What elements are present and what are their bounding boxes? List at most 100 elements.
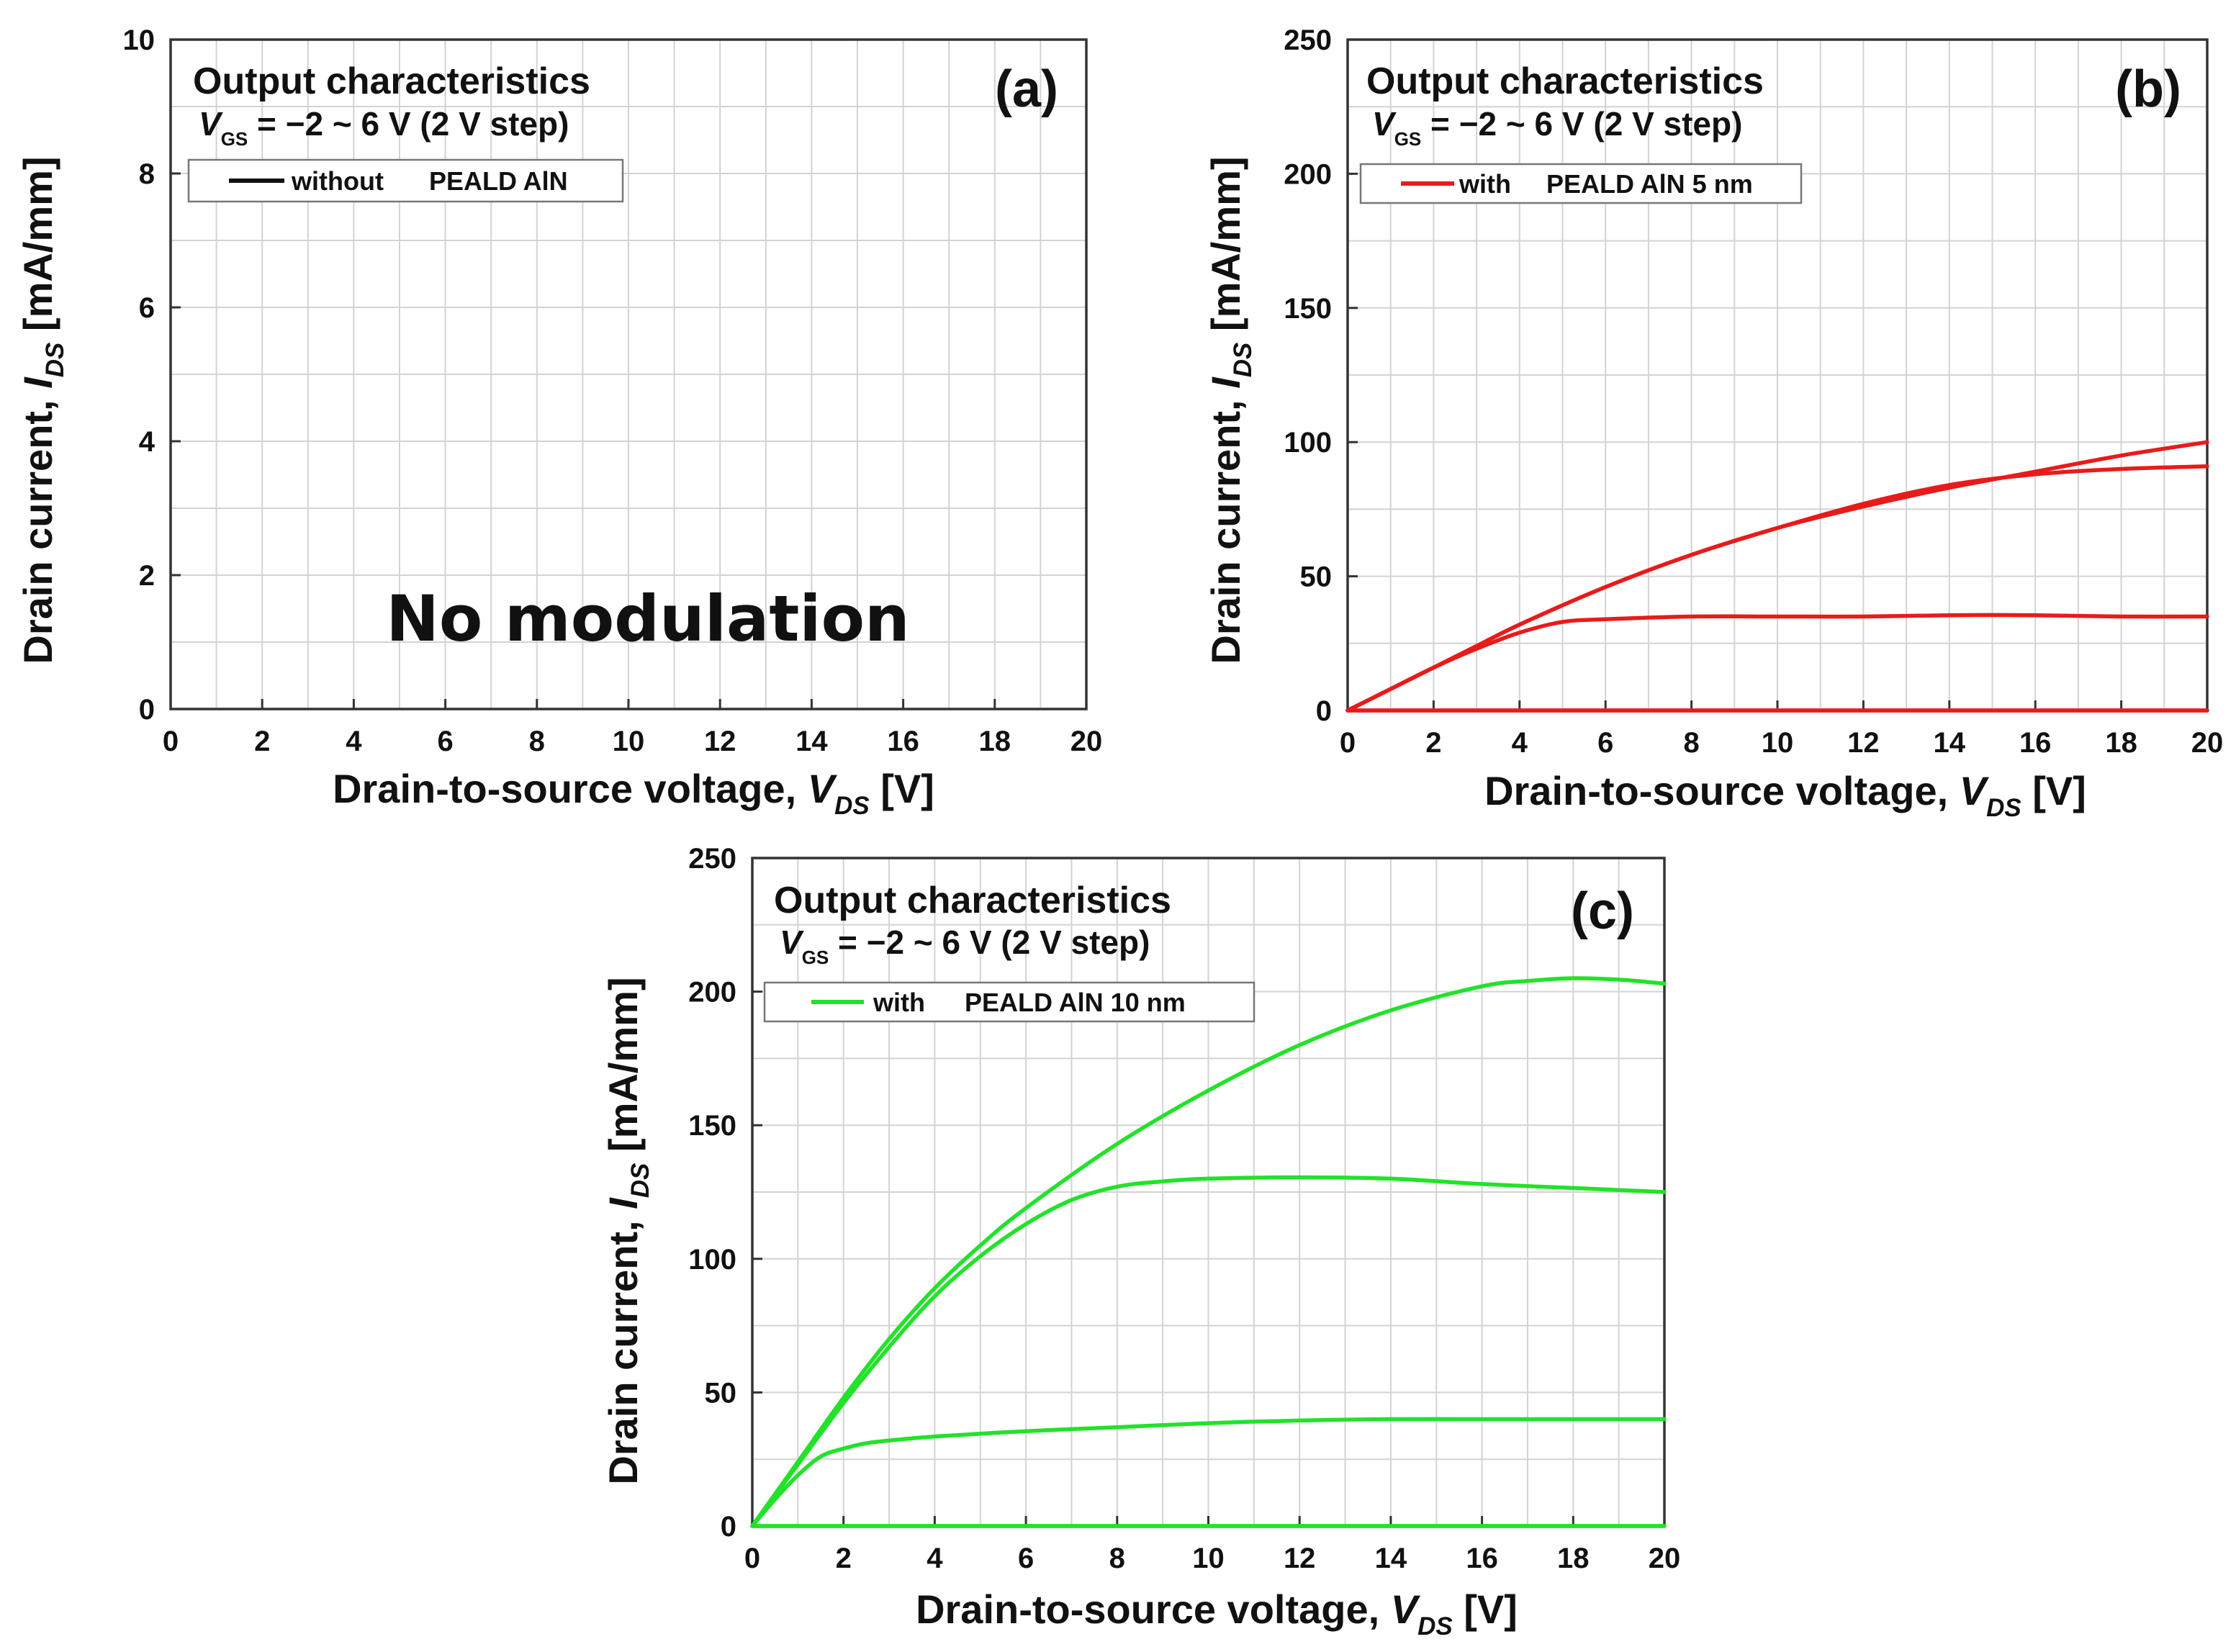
subtitle-text: = −2 ~ 6 V (2 V step) bbox=[829, 924, 1150, 961]
series-line-c-4 bbox=[750, 976, 1667, 1528]
x-tick-label: 4 bbox=[346, 726, 362, 757]
chart-subtitle-b: VGS = −2 ~ 6 V (2 V step) bbox=[1372, 105, 1742, 150]
x-tick-label: 8 bbox=[529, 726, 545, 757]
series-group-c bbox=[750, 976, 1667, 1528]
y-axis-label-b-unit: [mA/mm] bbox=[1203, 156, 1248, 342]
x-tick-label: 6 bbox=[1597, 727, 1613, 759]
legend-name: with bbox=[1459, 169, 1511, 199]
chart-subtitle-c: VGS = −2 ~ 6 V (2 V step) bbox=[780, 924, 1150, 968]
x-tick-label: 10 bbox=[613, 726, 645, 757]
x-tick-label: 8 bbox=[1109, 1543, 1125, 1574]
grid-a bbox=[171, 40, 1086, 709]
panel-label-b: (b) bbox=[2115, 60, 2181, 118]
x-tick-label: 16 bbox=[2019, 727, 2052, 759]
y-axis-label-c: Drain current, IDS [mA/mm] bbox=[600, 977, 654, 1484]
chart-title-b: Output characteristics bbox=[1366, 60, 1764, 102]
x-axis-label-a-unit: [V] bbox=[870, 766, 934, 811]
y-tick-label: 250 bbox=[1284, 24, 1332, 56]
x-tick-label: 14 bbox=[795, 726, 828, 757]
y-tick-label: 50 bbox=[705, 1377, 737, 1409]
x-tick-label: 18 bbox=[2105, 727, 2137, 759]
x-tick-label: 8 bbox=[1683, 727, 1699, 759]
panel-label-c: (c) bbox=[1571, 883, 1634, 940]
x-axis-label-c: Drain-to-source voltage, VDS [V] bbox=[916, 1586, 1518, 1640]
x-tick-label: 16 bbox=[887, 726, 919, 757]
x-axis-label-c-subscript: DS bbox=[1417, 1612, 1453, 1640]
x-tick-label: 18 bbox=[979, 726, 1011, 757]
x-axis-label-b-unit: [V] bbox=[2021, 768, 2086, 813]
y-axis-label-a-subscript: DS bbox=[41, 343, 69, 378]
x-axis-label-a: Drain-to-source voltage, VDS [V] bbox=[333, 766, 934, 820]
subtitle-subscript: GS bbox=[1394, 128, 1422, 150]
x-tick-label: 6 bbox=[1018, 1543, 1034, 1574]
x-tick-label: 4 bbox=[927, 1543, 943, 1574]
legend-desc: PEALD AlN 10 nm bbox=[965, 988, 1186, 1017]
chart-title-a: Output characteristics bbox=[193, 60, 590, 102]
chart-panel-b: 0 2 4 6 8 10 12 14 16 18 20050100150200250Drain-to… bbox=[1203, 24, 2223, 822]
subtitle-text: = −2 ~ 6 V (2 V step) bbox=[248, 105, 569, 143]
x-axis-label-a-subscript: DS bbox=[834, 792, 870, 820]
x-tick-label: 6 bbox=[437, 726, 453, 757]
x-tick-label: 16 bbox=[1466, 1543, 1498, 1574]
x-tick-label: 20 bbox=[1070, 726, 1103, 757]
x-axis-label-a-text: Drain-to-source voltage, bbox=[333, 766, 808, 811]
y-tick-label: 250 bbox=[688, 843, 736, 875]
y-tick-label: 4 bbox=[139, 426, 155, 458]
y-tick-label: 8 bbox=[139, 158, 155, 190]
y-tick-label: 0 bbox=[721, 1511, 736, 1543]
x-tick-label: 18 bbox=[1557, 1543, 1590, 1574]
series-line-c-2 bbox=[750, 1417, 1667, 1528]
y-tick-label: 50 bbox=[1300, 561, 1333, 593]
x-tick-label: 0 bbox=[163, 726, 179, 757]
x-tick-label: 14 bbox=[1934, 727, 1966, 759]
y-axis-label-b: Drain current, IDS [mA/mm] bbox=[1203, 156, 1257, 664]
y-tick-label: 0 bbox=[1316, 695, 1332, 727]
x-axis-label-b-text: Drain-to-source voltage, bbox=[1484, 768, 1960, 813]
y-tick-label: 200 bbox=[688, 977, 736, 1008]
grid-b bbox=[1348, 40, 2207, 710]
annotation-no-modulation: No modulation bbox=[386, 582, 909, 656]
y-axis-label-a-unit: [mA/mm] bbox=[15, 156, 60, 342]
x-tick-label: 12 bbox=[704, 726, 736, 757]
x-tick-label: 10 bbox=[1762, 727, 1794, 759]
x-tick-label: 20 bbox=[2191, 727, 2224, 759]
legend-name: without bbox=[291, 166, 384, 196]
y-axis-label-b-subscript: DS bbox=[1229, 343, 1257, 378]
chart-title-c: Output characteristics bbox=[774, 880, 1171, 921]
legend-b: with PEALD AlN 5 nm bbox=[1359, 163, 1803, 204]
x-axis-label-b: Drain-to-source voltage, VDS [V] bbox=[1484, 768, 2086, 822]
y-tick-label: 100 bbox=[688, 1244, 736, 1276]
panel-label-a: (a) bbox=[995, 60, 1058, 118]
x-axis-label-c-unit: [V] bbox=[1453, 1586, 1518, 1632]
subtitle-symbol: V bbox=[780, 924, 804, 961]
series-line-c-3 bbox=[750, 1175, 1667, 1528]
y-axis-label-c-subscript: DS bbox=[626, 1163, 654, 1199]
x-axis-label-c-text: Drain-to-source voltage, bbox=[916, 1586, 1391, 1632]
y-axis-label-a-symbol: I bbox=[15, 376, 60, 389]
y-tick-label: 6 bbox=[139, 292, 155, 324]
y-tick-label: 150 bbox=[1284, 293, 1332, 325]
y-axis-label-b-text: Drain current, bbox=[1203, 389, 1248, 664]
y-axis-label-c-symbol: I bbox=[600, 1197, 646, 1209]
legend-desc: PEALD AlN bbox=[429, 166, 568, 196]
x-tick-label: 20 bbox=[1649, 1543, 1681, 1574]
subtitle-subscript: GS bbox=[802, 947, 829, 968]
chart-panel-a: 0 2 4 6 8 10 12 14 16 18 20 0 2 4 6 8 10 Drain-to-source … bbox=[15, 24, 1102, 820]
x-axis-label-a-symbol: V bbox=[808, 766, 838, 811]
legend-c: with PEALD AlN 10 nm bbox=[763, 981, 1256, 1023]
x-tick-label: 0 bbox=[744, 1543, 760, 1574]
x-tick-label: 2 bbox=[254, 726, 270, 757]
x-tick-label: 12 bbox=[1847, 727, 1880, 759]
x-tick-label: 10 bbox=[1192, 1543, 1225, 1574]
subtitle-subscript: GS bbox=[221, 128, 248, 150]
y-axis-label-b-symbol: I bbox=[1203, 376, 1248, 389]
x-tick-label: 14 bbox=[1375, 1543, 1407, 1574]
series-group-b bbox=[1345, 440, 2209, 713]
grid-c bbox=[752, 858, 1664, 1526]
series-line-b-4 bbox=[1345, 440, 2209, 713]
y-tick-label: 200 bbox=[1284, 158, 1332, 190]
legend-a: without PEALD AlN bbox=[187, 158, 624, 203]
y-axis-label-c-text: Drain current, bbox=[600, 1209, 646, 1485]
y-tick-label: 10 bbox=[123, 24, 155, 56]
